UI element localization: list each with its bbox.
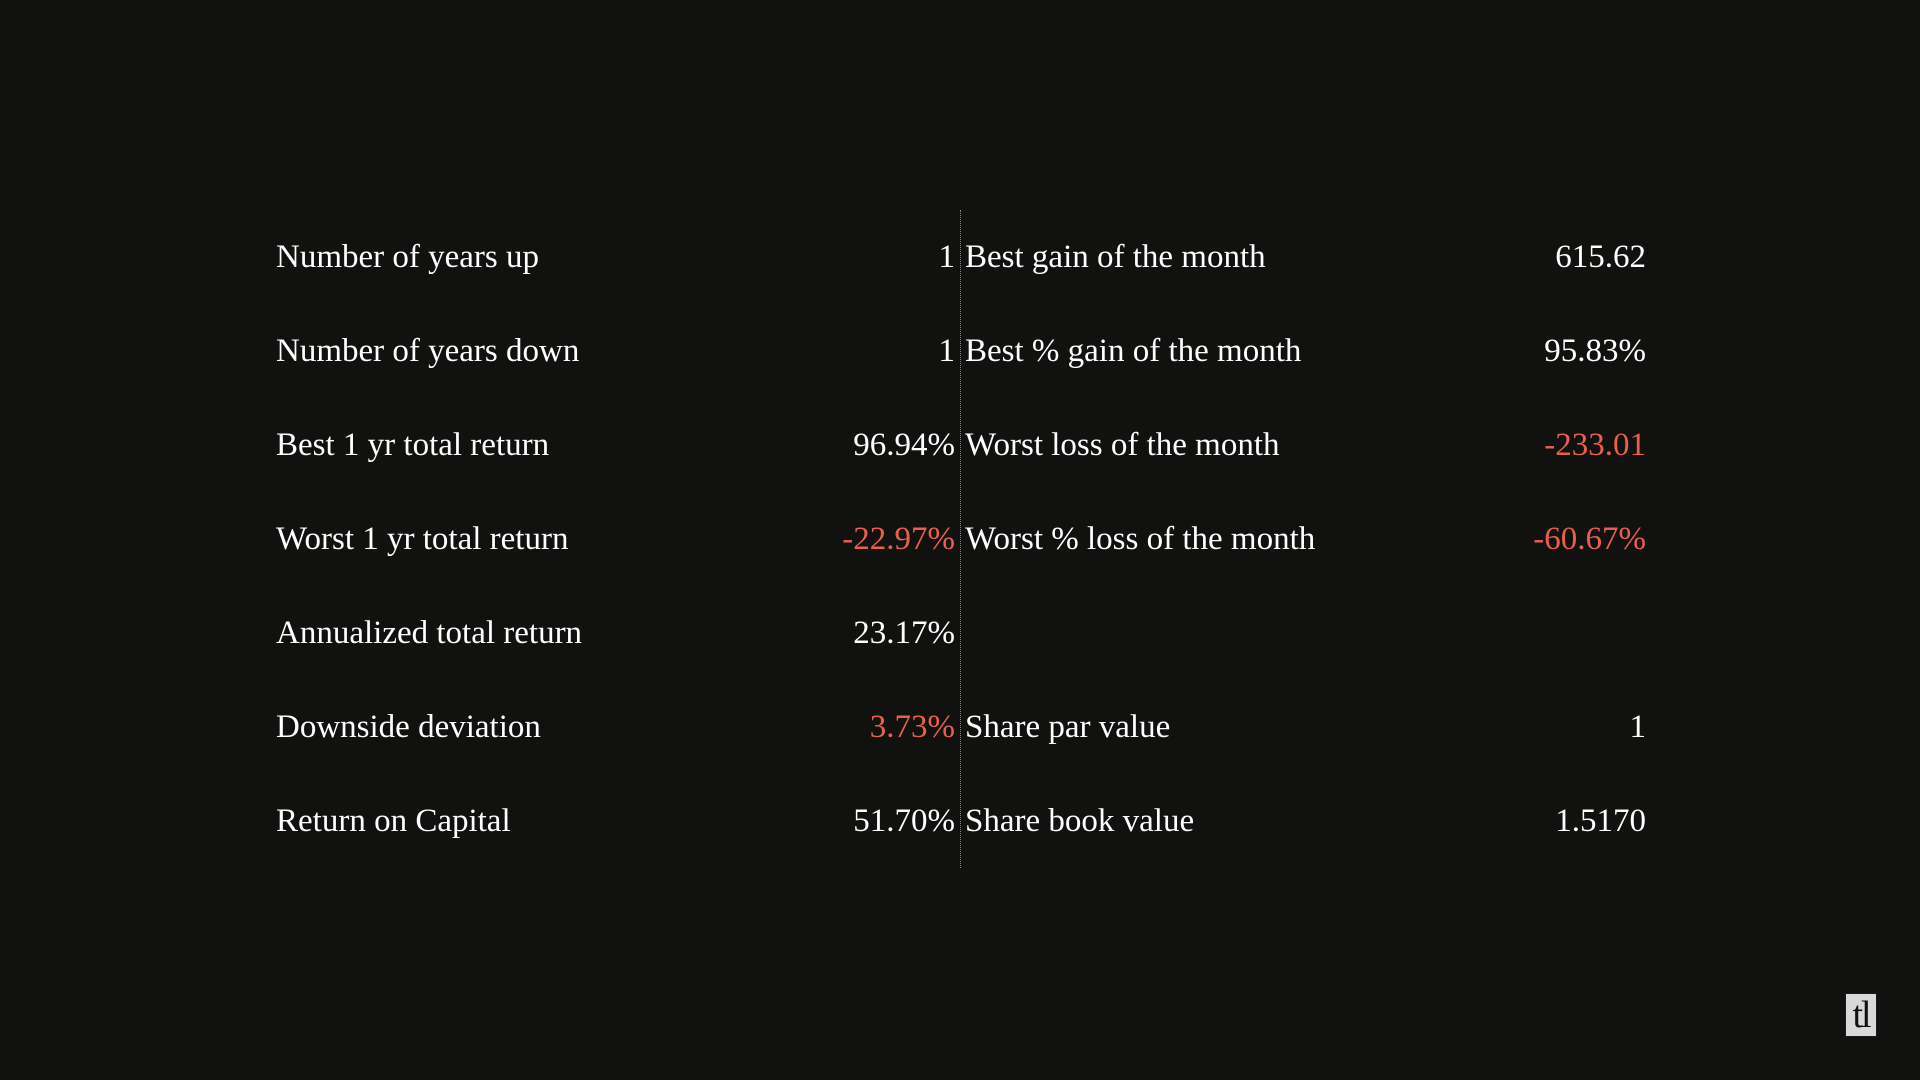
stat-label: Share book value	[965, 802, 1195, 839]
stats-column-left: Number of years up 1 Number of years dow…	[276, 210, 955, 868]
stat-value: 1.5170	[1555, 802, 1646, 839]
tl-logo-icon[interactable]: tl	[1846, 994, 1876, 1036]
stats-table: Number of years up 1 Number of years dow…	[276, 210, 1646, 868]
stat-label: Number of years up	[276, 238, 540, 275]
stat-row-empty	[965, 586, 1646, 680]
stat-label: Best gain of the month	[965, 238, 1266, 275]
stat-value: -60.67%	[1533, 520, 1646, 557]
stat-value: 95.83%	[1544, 332, 1646, 369]
stat-label: Share par value	[965, 708, 1171, 745]
stat-value: 3.73%	[869, 708, 955, 745]
stat-row-best-1yr-return: Best 1 yr total return 96.94%	[276, 398, 955, 492]
stat-row-downside-deviation: Downside deviation 3.73%	[276, 680, 955, 774]
stat-row-worst-loss-month: Worst loss of the month -233.01	[965, 398, 1646, 492]
stat-label: Downside deviation	[276, 708, 541, 745]
stats-column-right: Best gain of the month 615.62 Best % gai…	[965, 210, 1646, 868]
stat-row-share-par-value: Share par value 1	[965, 680, 1646, 774]
stat-value: 96.94%	[853, 426, 955, 463]
stat-row-years-down: Number of years down 1	[276, 304, 955, 398]
stat-value: 1	[938, 238, 956, 275]
stat-row-best-pct-gain-month: Best % gain of the month 95.83%	[965, 304, 1646, 398]
stat-value: -233.01	[1544, 426, 1646, 463]
stat-label: Annualized total return	[276, 614, 583, 651]
stat-value: 51.70%	[853, 802, 955, 839]
stat-label: Number of years down	[276, 332, 580, 369]
stat-row-worst-pct-loss-month: Worst % loss of the month -60.67%	[965, 492, 1646, 586]
stat-label: Worst % loss of the month	[965, 520, 1316, 557]
stat-value: 615.62	[1555, 238, 1646, 275]
stat-row-share-book-value: Share book value 1.5170	[965, 774, 1646, 868]
stat-label: Return on Capital	[276, 802, 511, 839]
stat-row-annualized-return: Annualized total return 23.17%	[276, 586, 955, 680]
stat-row-worst-1yr-return: Worst 1 yr total return -22.97%	[276, 492, 955, 586]
stat-value: 1	[1629, 708, 1647, 745]
stat-label: Best 1 yr total return	[276, 426, 550, 463]
stat-label: Best % gain of the month	[965, 332, 1302, 369]
stat-row-best-gain-month: Best gain of the month 615.62	[965, 210, 1646, 304]
stat-label: Worst loss of the month	[965, 426, 1280, 463]
stat-value: -22.97%	[842, 520, 955, 557]
column-divider	[960, 210, 961, 868]
stat-row-years-up: Number of years up 1	[276, 210, 955, 304]
stat-value: 23.17%	[853, 614, 955, 651]
stat-label: Worst 1 yr total return	[276, 520, 569, 557]
stat-value: 1	[938, 332, 956, 369]
stat-row-return-on-capital: Return on Capital 51.70%	[276, 774, 955, 868]
